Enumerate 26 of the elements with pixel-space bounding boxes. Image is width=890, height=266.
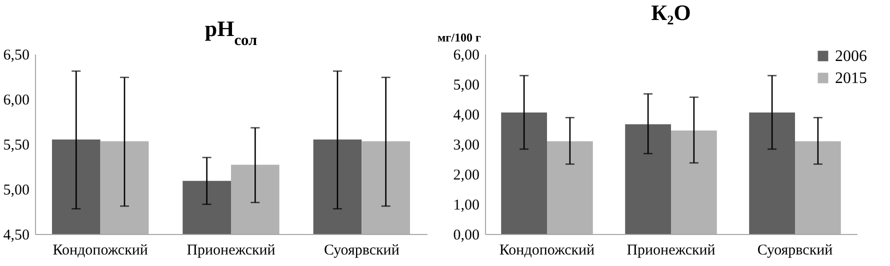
y-tick-label: 6,00 bbox=[3, 92, 30, 108]
x-tick-label: Кондопожский bbox=[52, 242, 148, 258]
y-tick-label: 5,00 bbox=[453, 78, 480, 94]
y-tick-label: 5,00 bbox=[3, 182, 30, 198]
y-tick-label: 1,00 bbox=[453, 198, 480, 214]
bar bbox=[749, 112, 795, 234]
x-tick-label: Прионежский bbox=[186, 242, 276, 258]
chart-title: К₂O bbox=[651, 0, 691, 25]
y-tick-label: 6,00 bbox=[453, 48, 480, 64]
chart-title: pH$_{сол}$ bbox=[204, 16, 258, 48]
y-tick-label: 4,00 bbox=[453, 108, 480, 124]
x-tick-label: Суоярвский bbox=[757, 242, 833, 258]
y-tick-label: 6,50 bbox=[3, 48, 30, 64]
bar bbox=[625, 124, 671, 234]
y-tick-label: 4,50 bbox=[3, 228, 30, 244]
legend-label: 2006 bbox=[835, 48, 867, 65]
y-tick-label: 2,00 bbox=[453, 168, 480, 184]
x-tick-label: Суоярвский bbox=[324, 242, 400, 258]
y-tick-label: 0,00 bbox=[453, 228, 480, 244]
x-tick-label: Прионежский bbox=[626, 242, 716, 258]
bar bbox=[501, 112, 547, 234]
y-tick-label: 5,50 bbox=[3, 138, 30, 154]
x-tick-label: Кондопожский bbox=[499, 242, 595, 258]
y-axis-title: мг/100 г bbox=[438, 30, 482, 44]
legend-label: 2015 bbox=[835, 70, 867, 87]
y-tick-label: 3,00 bbox=[453, 138, 480, 154]
